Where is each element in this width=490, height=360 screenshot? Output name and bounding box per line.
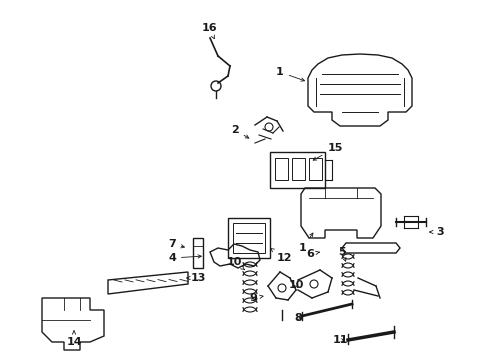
Text: 10: 10 (226, 257, 245, 270)
Text: 1: 1 (276, 67, 304, 81)
Text: 5: 5 (338, 247, 346, 261)
Text: 14: 14 (66, 331, 82, 347)
Bar (228, 218, 270, 258)
Text: 4: 4 (168, 253, 201, 263)
Text: 16: 16 (201, 23, 217, 39)
Bar (292, 158, 305, 180)
Text: 13: 13 (187, 273, 206, 283)
Text: 2: 2 (231, 125, 249, 138)
Text: 9: 9 (249, 293, 263, 303)
Bar (270, 152, 325, 188)
Text: 3: 3 (430, 227, 444, 237)
Text: 12: 12 (271, 248, 292, 263)
Text: 1: 1 (299, 233, 313, 253)
Text: 7: 7 (168, 239, 184, 249)
Text: 15: 15 (313, 143, 343, 160)
Text: 6: 6 (306, 249, 319, 259)
Text: 11: 11 (332, 335, 348, 345)
Text: 10: 10 (288, 280, 304, 290)
Bar (233, 223, 265, 253)
Bar (193, 238, 203, 268)
Bar (309, 158, 322, 180)
Text: 8: 8 (294, 313, 302, 323)
Bar (275, 158, 288, 180)
